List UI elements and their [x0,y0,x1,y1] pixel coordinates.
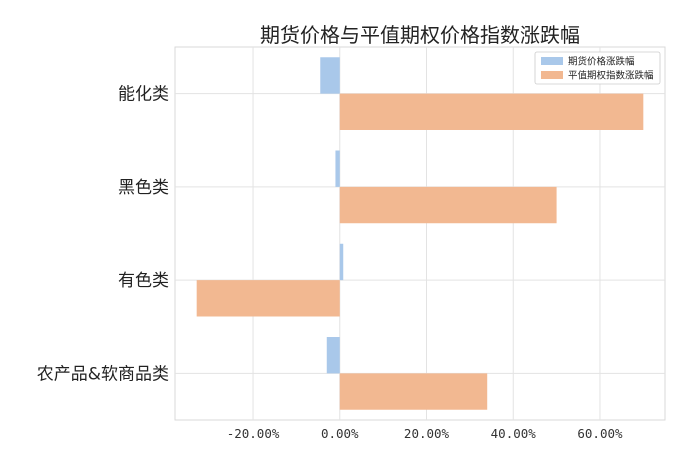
category-label: 有色类 [118,271,169,291]
bar-options-1 [339,186,557,224]
legend-swatch-futures [541,57,563,65]
bar-options-2 [196,280,340,317]
chart-title: 期货价格与平值期权价格指数涨跌幅 [260,23,580,47]
category-label: 能化类 [118,85,169,105]
bar-options-0 [339,93,644,130]
bar-futures-0 [320,57,340,94]
legend-label-options: 平值期权指数涨跌幅 [568,70,654,82]
category-label: 黑色类 [118,178,169,198]
x-tick-label: 40.00% [491,426,537,441]
bar-futures-3 [326,337,340,374]
bars [196,57,644,410]
x-tick-label: 60.00% [577,426,623,441]
x-tick-label: 0.00% [321,426,359,441]
x-tick-labels: -20.00% 0.00% 20.00% 40.00% 60.00% [227,426,623,441]
x-tick-label: 20.00% [404,426,450,441]
category-label: 农产品&软商品类 [37,364,169,384]
bar-futures-1 [335,150,340,187]
bar-futures-2 [339,243,344,281]
legend: 期货价格涨跌幅 平值期权指数涨跌幅 [534,51,661,85]
x-tick-label: -20.00% [227,426,280,441]
legend-swatch-options [541,71,563,79]
bar-options-3 [339,373,488,410]
legend-label-futures: 期货价格涨跌幅 [568,56,635,68]
legend-box [534,51,661,85]
